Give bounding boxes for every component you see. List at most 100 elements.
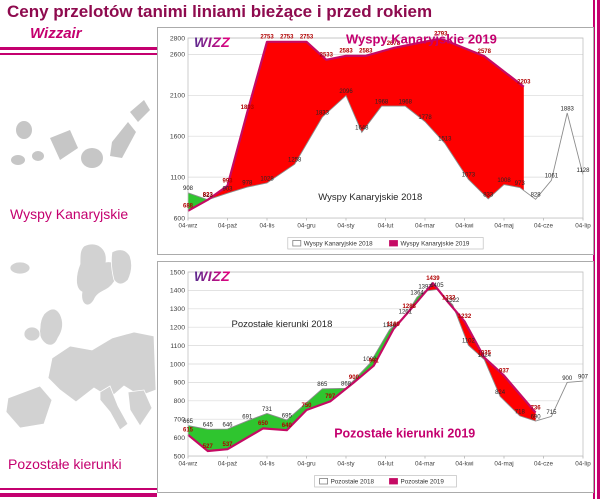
data-label-2018: 978 [242, 181, 253, 187]
data-label-2018: 1968 [399, 100, 413, 106]
data-label-2019: 2583 [339, 49, 353, 55]
x-tick-label: 04-sty [337, 223, 355, 230]
island [110, 122, 136, 158]
separator-right-inner [593, 0, 595, 499]
y-tick-label: 1200 [170, 325, 185, 332]
landmass [9, 261, 31, 275]
landmass [110, 249, 132, 285]
data-label-2018: 1261 [399, 309, 413, 315]
data-label-2019: 650 [258, 421, 269, 427]
line-2019 [187, 37, 525, 212]
x-tick-label: 04-lis [259, 461, 274, 468]
chart-canary: 600 1100 1600 2100 2600 2800 04-wrz 04-paź 04-li… [170, 31, 591, 250]
diff-area-2019-above [454, 310, 536, 421]
separator-bottom [0, 488, 157, 497]
map-europe [0, 240, 157, 445]
chart-annotation: Pozostałe kierunki 2018 [232, 319, 333, 330]
data-label-2019: 2678 [387, 41, 401, 47]
x-tick-label: 04-gru [297, 461, 316, 468]
map-canary-islands [4, 60, 152, 200]
x-tick-label: 04-paź [218, 461, 237, 468]
data-label-2018: 900 [562, 376, 573, 382]
data-label-2019: 2533 [320, 53, 334, 59]
y-tick-label: 1000 [170, 361, 185, 368]
landmass [99, 385, 129, 431]
data-label-2018: 1028 [260, 176, 274, 182]
legend-label: Pozostałe 2019 [401, 479, 445, 486]
data-label-2018: 1002 [363, 357, 377, 363]
data-label-2018: 1102 [462, 339, 476, 345]
data-label-2018: 1397 [418, 284, 432, 290]
landmass [39, 308, 63, 346]
page-title: Ceny przelotów tanimi liniami bieżące i … [7, 2, 433, 21]
data-label-2018: 1186 [383, 323, 397, 329]
y-tick-label: 800 [174, 398, 186, 405]
x-tick-label: 04-lip [575, 223, 591, 230]
data-label-2019: 2753 [300, 35, 314, 41]
y-tick-label: 1100 [170, 174, 185, 181]
legend-swatch-2018 [319, 478, 329, 485]
x-tick-label: 04-paź [218, 223, 237, 230]
island-shapes [11, 100, 150, 168]
data-label-2019: 750 [301, 403, 312, 409]
diff-area-2019-above [208, 38, 524, 200]
diff-area-2019-below [188, 192, 209, 211]
y-tick-label: 2800 [170, 35, 185, 42]
data-label-2019: 2753 [260, 35, 274, 41]
data-label-2018: 690 [531, 414, 542, 420]
data-label-2019: 823 [203, 193, 214, 199]
data-label-2018: 1778 [418, 115, 432, 121]
landmass [5, 385, 53, 429]
data-label-2018: 1364 [410, 290, 424, 296]
chart-annotation: Wyspy Kanaryjskie 2019 [346, 31, 497, 46]
data-label-2019: 1035 [478, 350, 492, 356]
data-label-2018: 823 [203, 193, 214, 199]
y-tick-label: 2600 [170, 52, 185, 59]
data-label-2018: 903 [222, 187, 233, 193]
chart-annotation: Wyspy Kanaryjskie 2018 [318, 192, 422, 203]
data-label-2018: 1648 [355, 126, 369, 132]
legend-box [314, 475, 457, 488]
data-label-2019: 900 [349, 375, 360, 381]
line-2018 [187, 94, 584, 201]
data-label-2019: 1332 [442, 296, 456, 302]
plot-frame [187, 271, 584, 457]
wizz-logo: WIZZ [194, 34, 230, 50]
x-tick-label: 04-kwi [455, 461, 473, 468]
data-label-2018: 1968 [375, 100, 389, 106]
y-tick-label: 1500 [170, 269, 185, 276]
data-label-2019: 615 [183, 428, 194, 434]
data-label-2019: 2583 [359, 49, 373, 55]
legend-label: Pozostałe 2018 [331, 479, 375, 486]
line-2018 [187, 289, 584, 430]
data-label-2018: 865 [317, 382, 328, 388]
island [16, 121, 32, 139]
data-label-2018: 868 [341, 382, 352, 388]
y-tick-label: 500 [174, 453, 186, 460]
data-label-2019: 991 [369, 359, 380, 365]
island [11, 155, 25, 165]
data-label-2018: 1073 [462, 173, 476, 179]
data-label-2018: 1405 [430, 283, 444, 289]
y-tick-label: 900 [174, 380, 186, 387]
data-label-2018: 646 [222, 423, 233, 429]
island [130, 100, 150, 122]
data-label-2018: 665 [183, 419, 194, 425]
chart-annotation: Pozostałe kierunki 2019 [334, 427, 475, 441]
data-label-2019: 1893 [241, 105, 255, 111]
data-label-2019: 2753 [280, 35, 294, 41]
data-label-2019: 797 [325, 394, 336, 400]
chart-panel-canary: 600 1100 1600 2100 2600 2800 04-wrz 04-paź 04-li… [157, 27, 594, 255]
island [32, 151, 44, 161]
legend-label: Wyspy Kanaryjskie 2018 [304, 241, 373, 248]
legend-swatch-2019 [389, 478, 398, 485]
sidebar-label-canary: Wyspy Kanaryjskie [10, 206, 129, 222]
x-tick-label: 04-cze [534, 461, 553, 468]
data-label-2019: 2578 [478, 49, 492, 55]
x-tick-label: 04-lis [259, 223, 274, 230]
landmass [76, 243, 119, 306]
data-label-2019: 993 [222, 179, 233, 185]
legend-box [287, 237, 484, 250]
area-2018 [188, 289, 583, 456]
